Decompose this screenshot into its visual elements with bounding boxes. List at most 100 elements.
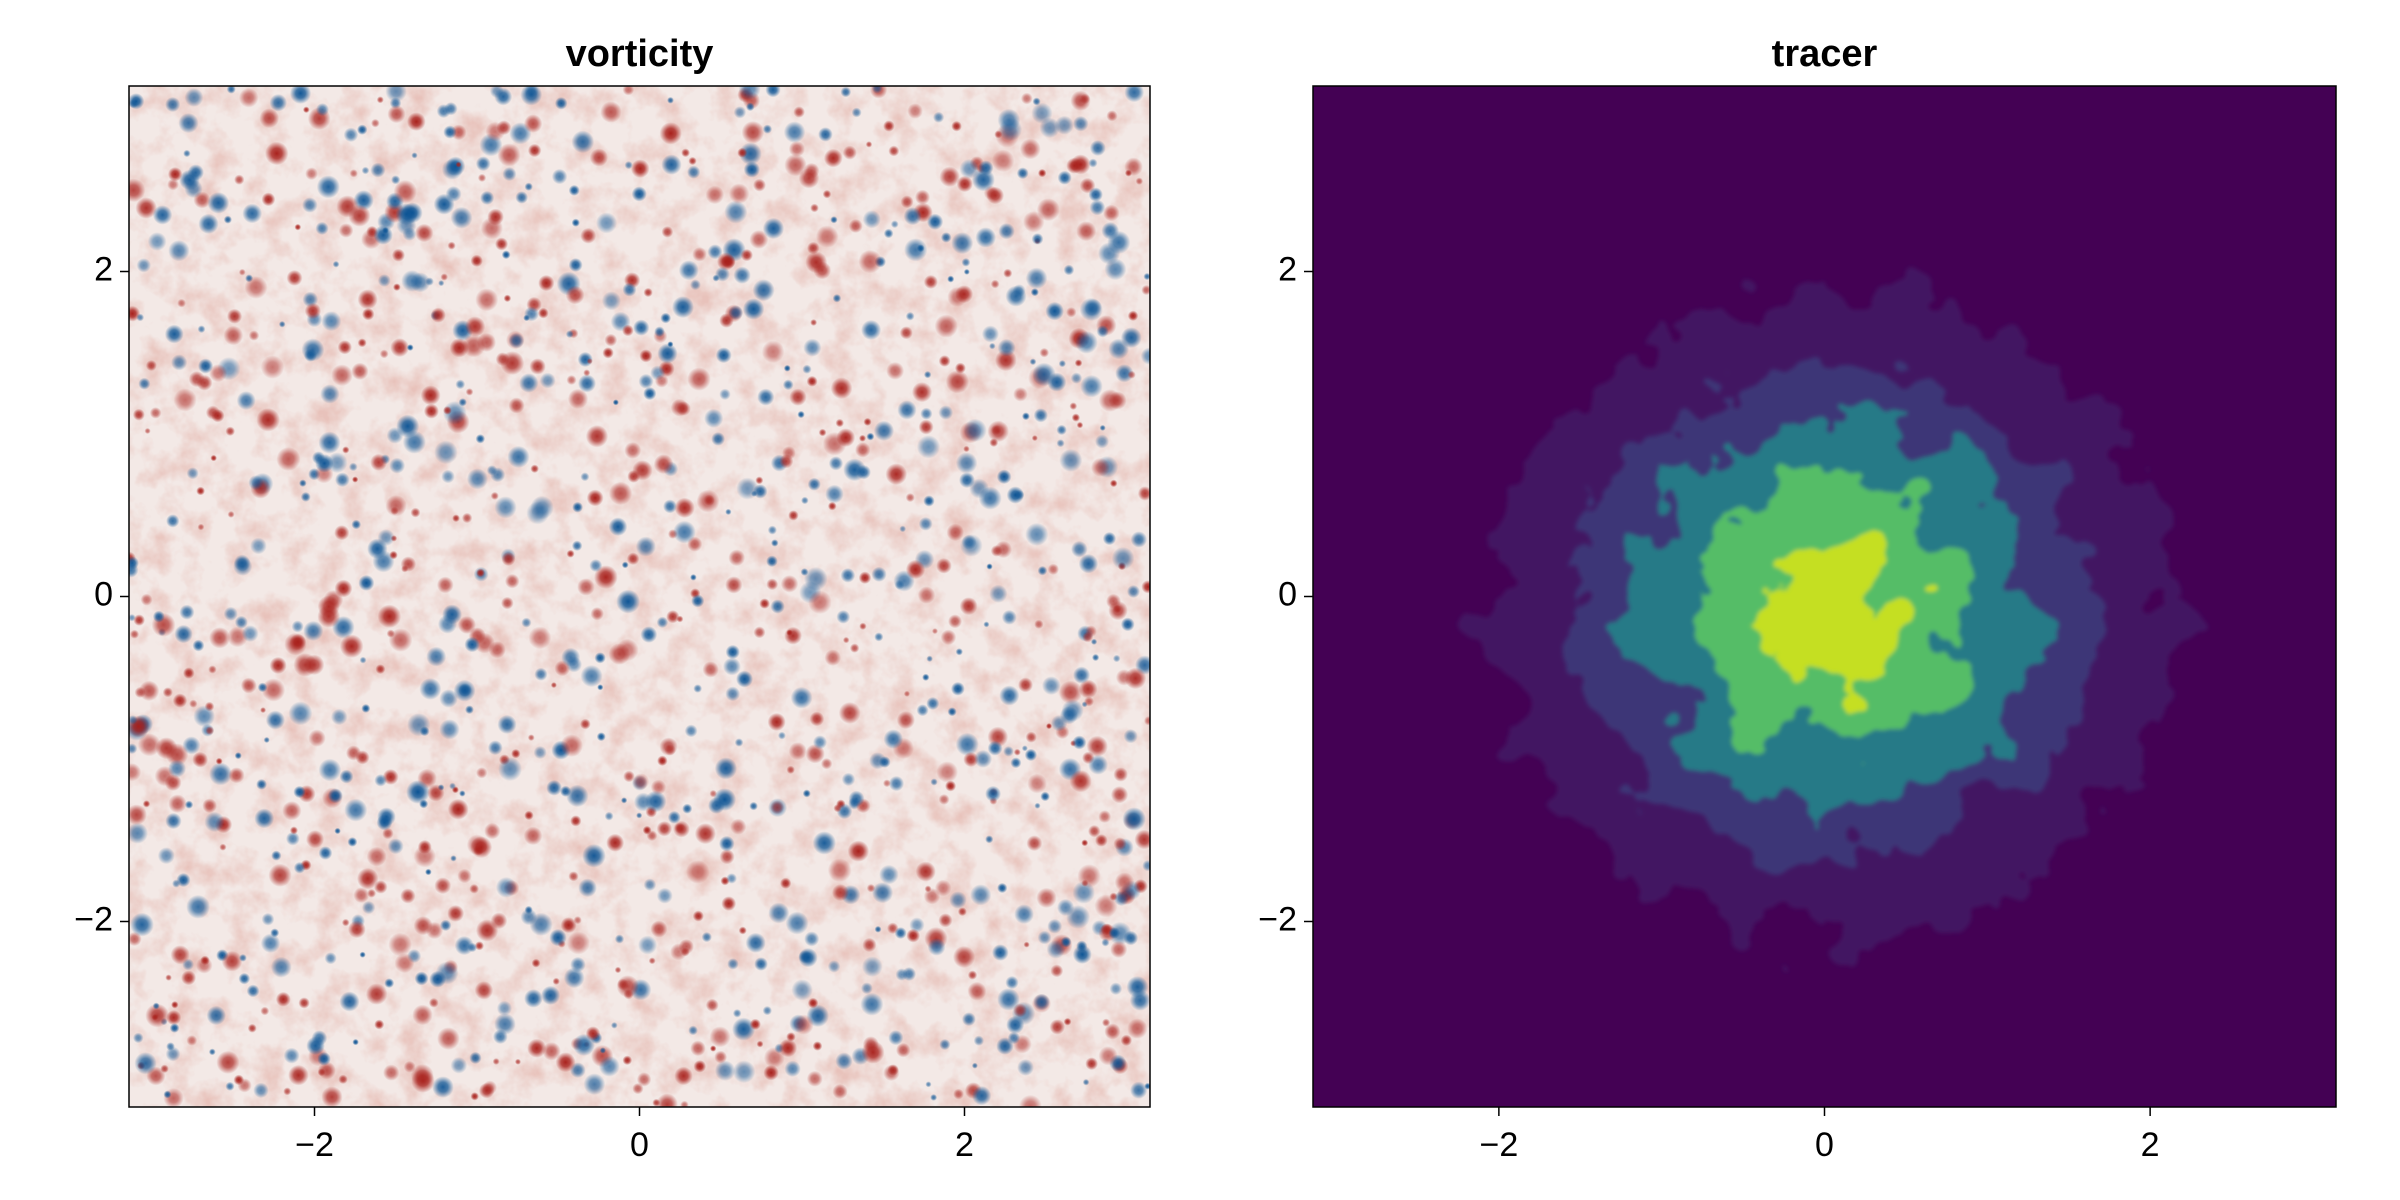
vortex <box>1101 938 1110 947</box>
vortex <box>659 122 682 145</box>
vortex <box>315 454 334 473</box>
vortex <box>923 370 932 379</box>
vortex <box>825 484 844 504</box>
vortex <box>585 425 609 448</box>
vortex <box>377 529 395 547</box>
vortex <box>622 324 634 337</box>
vortex <box>179 169 200 191</box>
vortex <box>830 377 853 400</box>
vortex <box>1140 347 1150 365</box>
vortex <box>567 388 589 410</box>
vortex <box>474 941 485 951</box>
vortex <box>136 258 152 273</box>
vortex <box>583 369 591 377</box>
vortex <box>1032 97 1041 106</box>
vortex <box>736 477 759 500</box>
vortex <box>1094 894 1118 918</box>
vortex <box>538 274 555 292</box>
vortex <box>265 710 285 730</box>
vortex <box>656 1093 678 1107</box>
vortex <box>1047 918 1063 934</box>
vortex <box>916 435 941 459</box>
vortex <box>1127 310 1139 322</box>
vortex <box>302 106 310 114</box>
vortex <box>840 86 852 98</box>
vortex <box>165 812 182 830</box>
vortex <box>445 186 462 202</box>
vortex <box>804 931 820 947</box>
vortex <box>616 589 641 614</box>
vortex <box>638 373 654 389</box>
vortex <box>785 911 809 935</box>
vortex <box>170 945 190 965</box>
vortex <box>406 344 414 351</box>
x-tick-label: 0 <box>1815 1126 1834 1164</box>
vortex <box>438 280 445 287</box>
vortex <box>351 362 369 381</box>
vortex <box>631 186 647 202</box>
vortex <box>1030 288 1039 297</box>
vortex <box>1090 457 1111 477</box>
vortex <box>476 568 486 578</box>
vortex <box>135 197 158 219</box>
vortex <box>849 643 860 653</box>
vortex <box>688 156 697 166</box>
vortex <box>1078 553 1099 574</box>
vortex <box>550 682 557 689</box>
vortex <box>636 812 643 819</box>
vortex <box>786 765 795 775</box>
vortex <box>209 762 232 786</box>
vortex <box>530 495 554 520</box>
vortex <box>630 159 650 178</box>
vortex <box>1115 364 1134 383</box>
vortex <box>812 735 828 750</box>
vortex <box>734 738 744 747</box>
vortex <box>261 912 275 926</box>
vortex <box>402 430 426 454</box>
vortex <box>439 719 460 740</box>
vortex <box>549 928 567 947</box>
vortex <box>566 784 589 808</box>
vortex <box>791 979 813 1001</box>
vortex <box>622 282 637 297</box>
vortex <box>749 801 758 811</box>
vortex <box>496 120 512 136</box>
vortex <box>425 868 432 876</box>
vortex <box>423 403 439 419</box>
vortex <box>157 847 175 865</box>
vortex <box>184 88 204 107</box>
vortex <box>453 679 476 702</box>
vortex <box>256 778 267 790</box>
vortex <box>238 953 247 962</box>
vortex <box>687 165 701 179</box>
vortex <box>947 707 957 717</box>
vortex <box>336 195 359 218</box>
vortex <box>437 1027 460 1050</box>
vortex <box>732 1017 756 1041</box>
vortex <box>403 1060 416 1073</box>
vortex <box>551 168 568 185</box>
vortex <box>1090 638 1098 645</box>
vortex <box>983 621 990 628</box>
vortex <box>1005 975 1019 990</box>
vortex <box>961 1012 976 1027</box>
vortex <box>356 867 379 890</box>
vortex <box>1079 297 1103 322</box>
vortex <box>504 573 520 589</box>
vortex <box>766 578 779 591</box>
vortex <box>886 361 905 380</box>
vortex <box>1126 584 1141 599</box>
vortex <box>500 596 514 610</box>
vortex <box>349 169 358 178</box>
vortex <box>502 166 517 182</box>
vortex <box>166 514 180 528</box>
vortex <box>1095 834 1108 847</box>
vortex <box>432 1076 454 1098</box>
vortex <box>357 289 378 310</box>
vortex <box>391 248 406 262</box>
vortex <box>473 845 484 856</box>
vortex <box>475 156 491 172</box>
vortex <box>283 1047 300 1064</box>
vortex <box>533 745 547 760</box>
vortex <box>400 888 416 904</box>
